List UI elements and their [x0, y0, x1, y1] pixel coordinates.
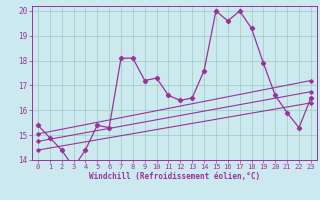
X-axis label: Windchill (Refroidissement éolien,°C): Windchill (Refroidissement éolien,°C)	[89, 172, 260, 181]
